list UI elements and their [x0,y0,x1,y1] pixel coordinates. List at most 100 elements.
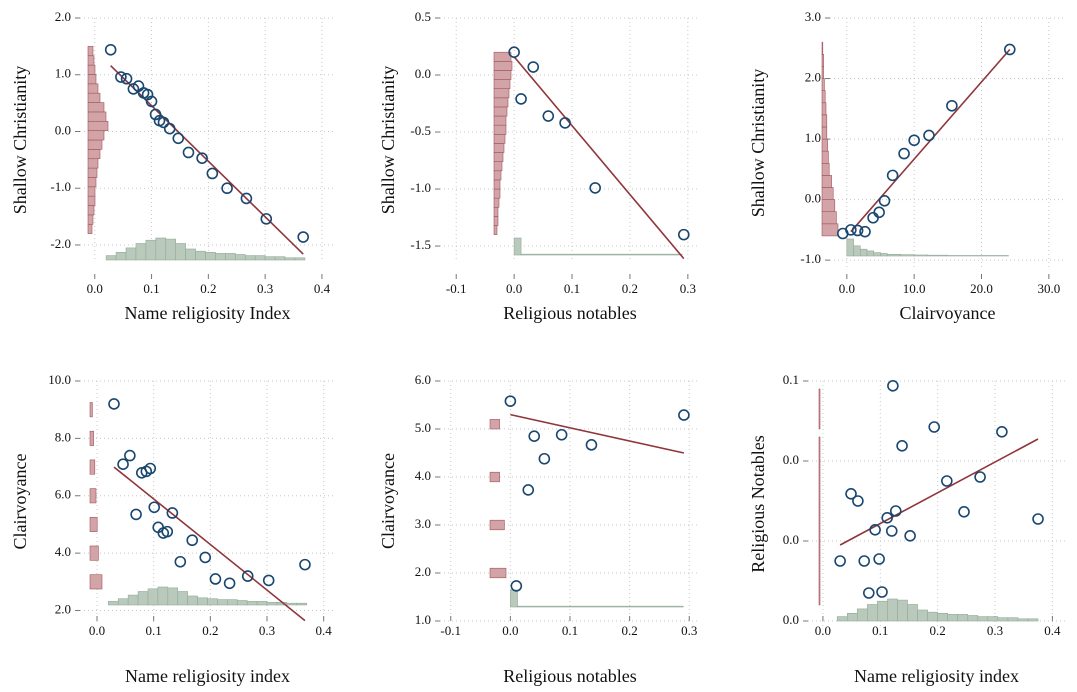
x-tick-label: 10.0 [903,281,926,296]
scatter-point [873,553,885,565]
scatter-point [241,570,254,582]
y-hist-bar [89,459,96,475]
y-hist-bar [87,205,95,216]
y-tick-label: 5.0 [415,420,431,435]
scatter-point [898,147,910,160]
scatter-point [161,525,174,538]
x-hist-bar [927,611,938,622]
x-tick-label: 0.2 [202,623,218,638]
y-tick-label: 0.0 [55,122,71,137]
x-hist-bar [846,238,854,257]
y-hist-bar [87,64,96,75]
x-tick-label: 0.4 [1044,623,1061,638]
x-hist-bar [217,599,228,606]
y-hist-bar [493,188,501,199]
x-axis-title: Clairvoyance [900,303,996,323]
panel: 3.0 2.0 1.0 0.0 -1.0 0.0 10.0 20.0 30.0 Clairvoya… [748,9,1065,323]
panel: 0.5 0.0 -0.5 -1.0 -1.5 -0.1 0.0 0.1 0.2 0.3 Religi… [378,9,700,323]
y-hist-bar [87,74,97,85]
x-tick-label: 0.0 [839,281,855,296]
y-hist-bar [493,161,503,172]
y-tick-label: 2.0 [805,70,821,85]
x-axis-title: Name religiosity index [854,666,1019,686]
y-hist-bar [489,519,505,531]
y-tick-label: 3.0 [415,516,431,531]
x-hist-bar [977,616,989,622]
x-hist-bar [886,254,902,257]
scatter-point [859,225,871,238]
x-hist-bar [997,617,1009,622]
x-tick-label: 0.4 [314,281,331,296]
x-hist-bar [520,253,683,256]
scatter-point [852,495,864,507]
x-tick-label: 0.1 [146,623,162,638]
y-axis-title: Clairvoyance [378,453,398,549]
scatter-point [130,508,142,521]
x-hist-bar [244,255,256,261]
x-tick-label: 0.0 [502,623,518,638]
y-tick-label: -1.0 [50,179,71,194]
x-hist-bar [127,594,139,606]
y-hist-bar [87,214,94,225]
scatter-point [196,152,208,164]
x-hist-bar [115,252,127,261]
scatter-point [559,117,571,129]
y-tick-label: -1.0 [410,180,431,195]
y-hist-bar [89,516,98,532]
y-hist-bar [87,139,103,150]
x-hist-bar [907,604,918,622]
x-hist-bar [167,587,179,606]
y-hist-bar [493,79,511,89]
x-hist-bar [225,253,236,261]
x-hist-bar [877,600,888,622]
y-hist-bar [87,186,96,197]
scatter-point [858,555,871,567]
y-hist-bar [821,102,827,116]
x-hist-bar [177,591,188,606]
x-hist-bar [857,608,868,622]
scatter-point [117,458,129,471]
y-hist-bar [89,402,93,418]
scatter-point [885,525,898,537]
scatter-point [873,206,885,219]
y-tick-label: 2.0 [55,602,71,617]
scatter-point [510,580,523,592]
y-tick-label: 6.0 [415,372,431,387]
x-hist-bar [205,252,216,261]
x-tick-label: 0.4 [316,623,333,638]
y-axis-title: Religious Notables [748,435,768,573]
scatter-point [508,46,520,59]
y-tick-label: 0.5 [415,9,431,24]
x-hist-bar [284,257,296,261]
y-hist-bar [493,225,498,235]
y-hist-bar [87,177,97,188]
scatter-point [206,167,219,180]
scatter-point [182,146,195,159]
x-hist-bar [296,602,307,606]
x-hist-bar [947,255,1009,257]
y-tick-label: 1.0 [55,66,71,81]
scatter-point [876,586,888,598]
scatter-point [851,224,864,237]
scatter-point [221,182,233,195]
x-hist-bar [866,250,875,257]
x-hist-bar [197,597,208,606]
scatter-point [834,555,846,567]
y-hist-bar [489,471,500,483]
scatter-point [199,551,212,564]
y-hist-bar [493,216,499,226]
x-axis-title: Religious notables [503,666,637,686]
x-tick-label: 0.3 [259,623,275,638]
x-hist-bar [967,615,979,622]
x-hist-bar [108,601,119,606]
y-hist-bar [89,545,99,561]
x-hist-bar [145,239,157,261]
scatter-point [108,398,120,410]
scatter-point [538,452,551,465]
scatter-point [845,224,857,236]
scatter-point [223,577,236,590]
scatter-point [209,573,222,585]
scatter-point [186,534,198,547]
x-hist-bar [227,599,238,606]
